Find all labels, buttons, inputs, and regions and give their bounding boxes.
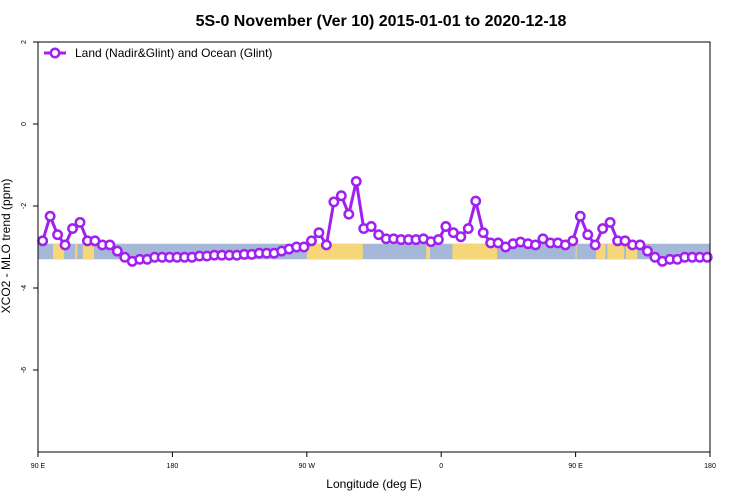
land-segment [52, 243, 65, 260]
data-point [642, 245, 653, 257]
data-point [597, 223, 609, 235]
x-axis-label: Longitude (deg E) [326, 477, 421, 491]
data-point [455, 231, 467, 243]
data-point [634, 239, 646, 251]
data-point [470, 195, 482, 207]
data-point [37, 235, 49, 247]
x-axis: 90 E 180 90 W 0 90 E 180 [31, 452, 716, 470]
x-tick-label: 180 [704, 463, 716, 470]
data-point [59, 239, 71, 251]
data-point [335, 190, 347, 202]
y-tick-label: 0 [21, 122, 28, 126]
data-point [365, 221, 377, 232]
x-tick-label: 180 [167, 463, 179, 470]
land-segment [452, 243, 498, 260]
plot-frame [37, 41, 711, 453]
data-point [320, 239, 332, 251]
data-point [298, 241, 310, 253]
data-point [67, 223, 78, 235]
land-segment [596, 243, 606, 260]
land-segment [426, 243, 430, 260]
data-point [604, 216, 616, 228]
y-tick-label: -4 [21, 285, 28, 291]
data-point [111, 245, 123, 257]
data-point [306, 235, 317, 247]
data-point [462, 223, 474, 235]
data-point [567, 235, 579, 247]
data-point [477, 227, 489, 239]
legend-marker-swatch [49, 47, 61, 59]
y-axis-label: XCO2 - MLO trend (ppm) [0, 179, 13, 314]
legend: Land (Nadir&Glint) and Ocean (Glint) [44, 46, 272, 60]
chart-title: 5S-0 November (Ver 10) 2015-01-01 to 202… [196, 13, 567, 30]
x-tick-label: 90 W [299, 463, 316, 470]
data-point [530, 239, 541, 251]
land-segment [626, 243, 638, 260]
land-segment [75, 243, 78, 260]
y-tick-label: 2 [21, 40, 28, 44]
y-axis: 2 0 -2 -4 -6 [21, 40, 38, 373]
land-segment [607, 243, 625, 260]
data-point [574, 210, 586, 222]
data-point [74, 216, 86, 228]
data-point [350, 175, 362, 187]
data-point [328, 196, 340, 208]
y-tick-label: -6 [21, 367, 28, 373]
x-tick-label: 90 E [31, 463, 46, 470]
land-segment [575, 243, 577, 260]
data-point [52, 229, 64, 241]
y-tick-label: -2 [21, 203, 28, 209]
data-point [432, 234, 444, 246]
data-point [701, 251, 713, 263]
data-point [440, 221, 452, 232]
data-point [343, 208, 355, 220]
x-tick-label: 90 E [568, 463, 583, 470]
data-point [44, 210, 56, 222]
data-point [589, 239, 601, 251]
data-point [313, 227, 325, 239]
legend-entry-label: Land (Nadir&Glint) and Ocean (Glint) [75, 46, 272, 60]
series-layer [37, 175, 713, 267]
land-segment [82, 243, 94, 260]
data-point [582, 229, 594, 241]
land-segment [306, 243, 363, 260]
data-point [104, 239, 116, 251]
x-tick-label: 0 [439, 463, 443, 470]
